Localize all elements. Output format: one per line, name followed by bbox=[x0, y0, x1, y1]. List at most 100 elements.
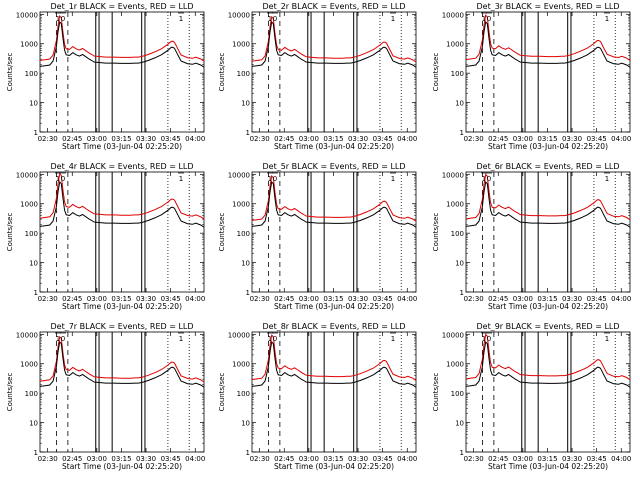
x-tick-label: 03:30 bbox=[562, 455, 582, 463]
y-tick-label: 10 bbox=[241, 420, 250, 428]
x-tick-label: 03:30 bbox=[562, 295, 582, 303]
y-tick-label: 1000 bbox=[446, 41, 464, 49]
x-tick-label: 03:15 bbox=[111, 455, 131, 463]
x-tick-label: 02:30 bbox=[464, 455, 484, 463]
y-tick-label: 1 bbox=[460, 129, 464, 137]
series-lld-line bbox=[466, 173, 630, 221]
attenuator-marker-label: 0 bbox=[487, 15, 491, 23]
y-axis-label: Counts/sec bbox=[218, 213, 226, 252]
x-tick-label: 03:00 bbox=[87, 295, 107, 303]
panel-3: Det_3r BLACK = Events, RED = LLD11010010… bbox=[432, 2, 631, 151]
x-tick-label: 04:00 bbox=[185, 135, 205, 143]
plot-frame bbox=[465, 331, 631, 453]
x-tick-label: 03:45 bbox=[161, 295, 181, 303]
x-tick-label: 03:45 bbox=[161, 455, 181, 463]
x-tick-label: 02:30 bbox=[250, 135, 270, 143]
plot-frame bbox=[251, 171, 417, 293]
series-lld-line bbox=[252, 174, 416, 222]
plot-frame bbox=[39, 11, 205, 133]
y-tick-label: 100 bbox=[451, 390, 464, 398]
attenuator-marker-label: 1 bbox=[56, 15, 60, 23]
x-tick-label: 02:45 bbox=[488, 295, 508, 303]
series-events-line bbox=[252, 20, 416, 68]
attenuator-marker-label: 1 bbox=[605, 175, 609, 183]
panel-title: Det_6r BLACK = Events, RED = LLD bbox=[476, 162, 619, 171]
y-tick-label: 10000 bbox=[228, 11, 250, 19]
panel-6: Det_6r BLACK = Events, RED = LLD11010010… bbox=[432, 162, 631, 311]
y-tick-label: 1000 bbox=[20, 361, 38, 369]
y-tick-label: 1000 bbox=[232, 361, 250, 369]
plot-frame bbox=[39, 171, 205, 293]
y-tick-label: 1000 bbox=[446, 361, 464, 369]
y-axis-label: Counts/sec bbox=[6, 213, 14, 252]
x-tick-label: 03:15 bbox=[537, 455, 557, 463]
attenuator-marker-label: 1 bbox=[605, 335, 609, 343]
x-tick-label: 02:45 bbox=[62, 135, 82, 143]
y-tick-label: 10000 bbox=[442, 11, 464, 19]
y-tick-label: 10000 bbox=[228, 171, 250, 179]
x-tick-label: 04:00 bbox=[185, 295, 205, 303]
x-tick-label: 03:45 bbox=[587, 295, 607, 303]
panel-1: Det_1r BLACK = Events, RED = LLD11010010… bbox=[6, 2, 205, 151]
plot-frame bbox=[251, 331, 417, 453]
y-tick-label: 10000 bbox=[16, 11, 38, 19]
x-axis-label: Start Time (03-Jun-04 02:25:20) bbox=[488, 142, 608, 151]
x-tick-label: 02:45 bbox=[274, 295, 294, 303]
x-tick-label: 04:00 bbox=[397, 135, 417, 143]
attenuator-marker-label: 1 bbox=[482, 175, 486, 183]
y-tick-label: 1000 bbox=[20, 201, 38, 209]
y-tick-label: 10000 bbox=[228, 331, 250, 339]
x-axis-label: Start Time (03-Jun-04 02:25:20) bbox=[274, 302, 394, 311]
y-tick-label: 10 bbox=[241, 100, 250, 108]
series-lld-line bbox=[466, 14, 630, 61]
attenuator-marker-label: 1 bbox=[268, 335, 272, 343]
x-tick-label: 03:15 bbox=[537, 135, 557, 143]
panel-title: Det_7r BLACK = Events, RED = LLD bbox=[50, 322, 193, 331]
x-tick-label: 02:30 bbox=[38, 295, 58, 303]
attenuator-marker-label: 1 bbox=[179, 175, 183, 183]
x-tick-label: 03:30 bbox=[136, 295, 156, 303]
x-tick-label: 02:30 bbox=[250, 455, 270, 463]
y-axis-label: Counts/sec bbox=[218, 373, 226, 412]
x-tick-label: 02:45 bbox=[274, 135, 294, 143]
series-lld-line bbox=[40, 14, 204, 62]
attenuator-marker-label: 0 bbox=[273, 335, 277, 343]
series-events-line bbox=[252, 180, 416, 228]
y-tick-label: 1 bbox=[34, 289, 38, 297]
attenuator-marker-label: 0 bbox=[273, 175, 277, 183]
x-tick-label: 04:00 bbox=[185, 455, 205, 463]
x-tick-label: 02:45 bbox=[62, 295, 82, 303]
x-tick-label: 02:30 bbox=[464, 135, 484, 143]
x-tick-label: 03:15 bbox=[537, 295, 557, 303]
panel-2: Det_2r BLACK = Events, RED = LLD11010010… bbox=[218, 2, 417, 151]
x-tick-label: 03:00 bbox=[299, 295, 319, 303]
x-tick-label: 04:00 bbox=[397, 295, 417, 303]
y-tick-label: 10 bbox=[29, 100, 38, 108]
panel-title: Det_9r BLACK = Events, RED = LLD bbox=[476, 322, 619, 331]
plot-frame bbox=[465, 171, 631, 293]
attenuator-marker-label: 1 bbox=[179, 335, 183, 343]
panel-title: Det_4r BLACK = Events, RED = LLD bbox=[50, 162, 193, 171]
y-tick-label: 10000 bbox=[16, 171, 38, 179]
x-tick-label: 03:45 bbox=[373, 455, 393, 463]
y-tick-label: 10 bbox=[29, 260, 38, 268]
x-tick-label: 03:15 bbox=[111, 295, 131, 303]
y-tick-label: 10 bbox=[455, 260, 464, 268]
y-tick-label: 100 bbox=[25, 70, 38, 78]
y-tick-label: 1 bbox=[246, 289, 250, 297]
y-tick-label: 10000 bbox=[16, 331, 38, 339]
plot-frame bbox=[465, 11, 631, 133]
x-axis-label: Start Time (03-Jun-04 02:25:20) bbox=[62, 302, 182, 311]
y-tick-label: 100 bbox=[25, 230, 38, 238]
panel-7: Det_7r BLACK = Events, RED = LLD11010010… bbox=[6, 322, 205, 471]
x-tick-label: 03:15 bbox=[323, 455, 343, 463]
x-axis-label: Start Time (03-Jun-04 02:25:20) bbox=[274, 462, 394, 471]
x-tick-label: 02:45 bbox=[274, 455, 294, 463]
y-axis-label: Counts/sec bbox=[218, 53, 226, 92]
y-tick-label: 1 bbox=[246, 129, 250, 137]
y-tick-label: 1 bbox=[460, 449, 464, 457]
x-tick-label: 03:30 bbox=[348, 455, 368, 463]
attenuator-marker-label: 0 bbox=[487, 335, 491, 343]
x-tick-label: 04:00 bbox=[611, 295, 631, 303]
x-tick-label: 03:30 bbox=[348, 135, 368, 143]
